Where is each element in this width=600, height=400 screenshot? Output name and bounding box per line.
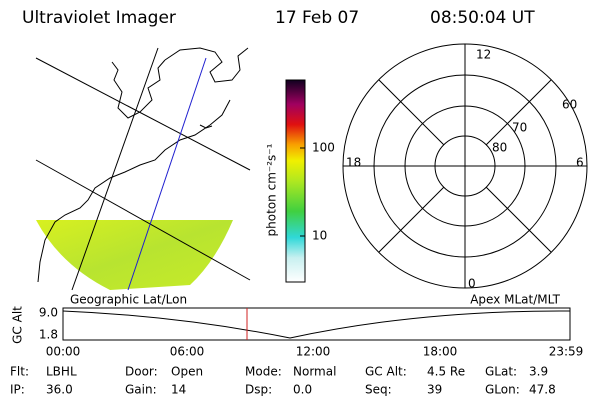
timeline-x-tick: 06:00 [170, 345, 205, 359]
status-value: 3.9 [529, 365, 548, 379]
timeline-box [62, 307, 571, 341]
status-value: Open [171, 365, 203, 379]
status-panel: Flt: LBHL IP: 36.0 Door: Open Gain: 14 Mode: Norm… [10, 365, 556, 397]
mlt-line [343, 44, 587, 288]
status-value: Normal [293, 365, 336, 379]
title: Ultraviolet Imager [22, 8, 176, 28]
coastline [164, 47, 249, 83]
status-label: IP: [10, 383, 25, 397]
status-value: 47.8 [529, 383, 556, 397]
timeline-y-tick: 1.8 [39, 328, 58, 342]
mlt-line [378, 79, 552, 253]
status-label: GLat: [485, 365, 517, 379]
colorbar-scale [285, 79, 306, 283]
altitude-curve [62, 310, 571, 339]
lat-label: 70 [512, 121, 527, 135]
status-label: Dsp: [245, 383, 272, 397]
colorbar-tick: 100 [312, 141, 335, 155]
grid-line [35, 57, 251, 171]
timeline: Geographic Lat/Lon Apex MLat/MLT GC Alt … [11, 293, 584, 359]
timeline-left-label: Geographic Lat/Lon [70, 293, 187, 307]
status-value: 14 [171, 383, 186, 397]
mlt-label: 0 [468, 277, 476, 291]
coastline [37, 99, 231, 283]
timeline-x-tick: 18:00 [423, 345, 458, 359]
status-value: LBHL [46, 365, 77, 379]
status-label: GLon: [485, 383, 520, 397]
map [35, 47, 251, 291]
grid-line [71, 47, 159, 291]
status-value: 36.0 [46, 383, 73, 397]
status-label: Gain: [125, 383, 157, 397]
status-label: Flt: [10, 365, 29, 379]
mlt-label: 12 [476, 48, 491, 62]
status-label: Seq: [365, 383, 392, 397]
date: 17 Feb 07 [275, 8, 359, 28]
status-value: 0.0 [293, 383, 312, 397]
grid-line [127, 57, 207, 291]
mlt-label: 18 [346, 156, 361, 170]
mlt-label: 6 [576, 156, 584, 170]
status-value: 4.5 Re [427, 365, 465, 379]
grid-line [35, 159, 251, 281]
timeline-x-tick: 12:00 [296, 345, 331, 359]
status-label: Door: [125, 365, 158, 379]
colorbar: 100 10 photon cm⁻²s⁻¹ [265, 79, 335, 283]
colorbar-tick: 10 [312, 229, 327, 243]
coastline [199, 124, 213, 129]
timeline-y-label: GC Alt [11, 306, 25, 344]
timeline-x-tick: 23:59 [549, 345, 584, 359]
image-swath [36, 220, 233, 290]
timeline-right-label: Apex MLat/MLT [470, 293, 560, 307]
status-label: Mode: [245, 365, 282, 379]
time: 08:50:04 UT [430, 8, 535, 28]
status-value: 39 [427, 383, 442, 397]
lat-label: 80 [492, 141, 507, 155]
status-label: GC Alt: [365, 365, 407, 379]
polar-plot: 12 18 6 0 60 70 80 [342, 43, 588, 291]
colorbar-label: photon cm⁻²s⁻¹ [265, 143, 279, 236]
timeline-y-tick: 9.0 [39, 306, 58, 320]
timeline-x-tick: 00:00 [46, 345, 81, 359]
lat-label: 60 [562, 98, 577, 112]
